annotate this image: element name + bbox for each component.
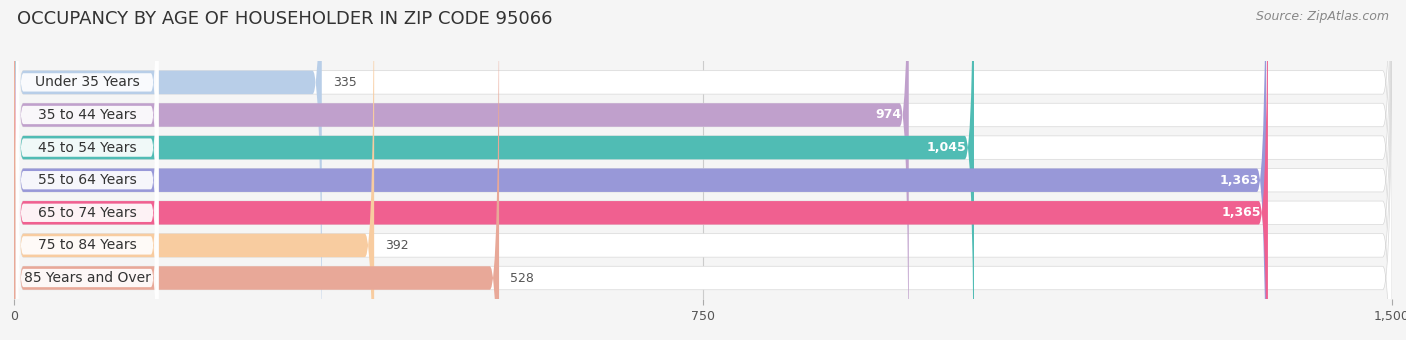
FancyBboxPatch shape <box>15 0 159 340</box>
FancyBboxPatch shape <box>14 0 1392 340</box>
FancyBboxPatch shape <box>15 26 159 340</box>
FancyBboxPatch shape <box>15 0 159 334</box>
FancyBboxPatch shape <box>14 0 1392 340</box>
FancyBboxPatch shape <box>14 0 1392 340</box>
FancyBboxPatch shape <box>14 0 1392 340</box>
Text: 392: 392 <box>385 239 409 252</box>
Text: OCCUPANCY BY AGE OF HOUSEHOLDER IN ZIP CODE 95066: OCCUPANCY BY AGE OF HOUSEHOLDER IN ZIP C… <box>17 10 553 28</box>
FancyBboxPatch shape <box>14 0 1268 340</box>
Text: 335: 335 <box>333 76 357 89</box>
FancyBboxPatch shape <box>14 0 1392 340</box>
FancyBboxPatch shape <box>14 0 1392 340</box>
Text: Source: ZipAtlas.com: Source: ZipAtlas.com <box>1256 10 1389 23</box>
Text: 55 to 64 Years: 55 to 64 Years <box>38 173 136 187</box>
FancyBboxPatch shape <box>15 0 159 340</box>
Text: 35 to 44 Years: 35 to 44 Years <box>38 108 136 122</box>
Text: 528: 528 <box>510 272 534 285</box>
Text: 85 Years and Over: 85 Years and Over <box>24 271 150 285</box>
Text: 1,365: 1,365 <box>1220 206 1261 219</box>
FancyBboxPatch shape <box>15 0 159 340</box>
Text: 45 to 54 Years: 45 to 54 Years <box>38 141 136 155</box>
FancyBboxPatch shape <box>14 0 374 340</box>
FancyBboxPatch shape <box>14 0 499 340</box>
Text: 75 to 84 Years: 75 to 84 Years <box>38 238 136 252</box>
Text: 1,045: 1,045 <box>927 141 967 154</box>
Text: 974: 974 <box>876 108 901 121</box>
FancyBboxPatch shape <box>14 0 974 340</box>
FancyBboxPatch shape <box>15 0 159 340</box>
FancyBboxPatch shape <box>14 0 908 340</box>
Text: Under 35 Years: Under 35 Years <box>35 75 139 89</box>
Text: 1,363: 1,363 <box>1219 174 1258 187</box>
FancyBboxPatch shape <box>14 0 1265 340</box>
Text: 65 to 74 Years: 65 to 74 Years <box>38 206 136 220</box>
FancyBboxPatch shape <box>15 0 159 340</box>
FancyBboxPatch shape <box>14 0 322 340</box>
FancyBboxPatch shape <box>14 0 1392 340</box>
